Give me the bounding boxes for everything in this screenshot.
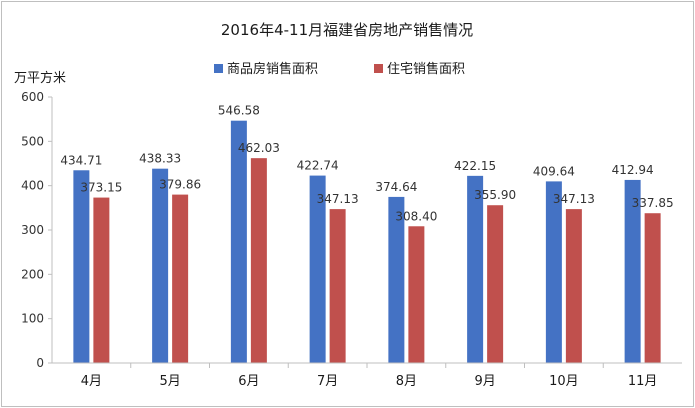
x-axis: 4月 5月 6月 7月 8月 9月 10月 11月 <box>52 362 682 389</box>
y-axis-unit-label: 万平方米 <box>14 70 66 86</box>
data-label-residential: 462.03 <box>238 141 280 155</box>
legend-swatch-commercial <box>214 64 223 73</box>
data-label-commercial: 412.94 <box>612 163 654 177</box>
x-tick-label: 4月 <box>81 374 102 389</box>
bar-commercial <box>309 175 326 363</box>
bar-commercial <box>624 179 641 363</box>
bar-residential <box>172 194 189 363</box>
bar-commercial <box>152 168 169 363</box>
data-label-residential: 337.85 <box>632 196 674 210</box>
data-label-residential: 355.90 <box>474 188 516 202</box>
data-label-commercial: 422.74 <box>297 159 339 173</box>
y-tick-label: 0 <box>36 356 44 370</box>
bar-residential <box>250 158 267 363</box>
x-tick-label: 6月 <box>238 374 259 389</box>
data-label-residential: 347.13 <box>553 192 595 206</box>
bar-residential <box>93 197 110 363</box>
y-tick-label: 100 <box>21 312 44 326</box>
legend-swatch-residential <box>374 64 383 73</box>
data-label-residential: 379.86 <box>159 178 201 192</box>
x-tick-label: 7月 <box>317 374 338 389</box>
bar-commercial <box>73 170 90 363</box>
y-tick-label: 200 <box>21 267 44 281</box>
y-tick-label: 300 <box>21 223 44 237</box>
x-tick-label: 8月 <box>396 374 417 389</box>
chart-title: 2016年4-11月福建省房地产销售情况 <box>221 21 473 39</box>
plot-area: 434.71 373.15 438.33 379.86 546.58 462.03 422.… <box>60 104 674 364</box>
data-label-commercial: 546.58 <box>218 104 260 118</box>
data-label-residential: 373.15 <box>80 181 122 195</box>
x-tick-label: 5月 <box>159 374 180 389</box>
data-label-commercial: 374.64 <box>375 180 417 194</box>
bar-residential <box>408 226 425 363</box>
y-tick-label: 500 <box>21 134 44 148</box>
bar-residential <box>329 209 346 363</box>
legend-label-residential: 住宅销售面积 <box>387 61 465 77</box>
bar-commercial <box>230 120 247 364</box>
x-tick-label: 11月 <box>628 374 658 389</box>
bar-commercial <box>545 181 562 363</box>
data-label-commercial: 409.64 <box>533 164 575 178</box>
data-label-residential: 347.13 <box>317 192 359 206</box>
bar-commercial <box>467 175 484 363</box>
legend-label-commercial: 商品房销售面积 <box>227 61 318 77</box>
x-tick-label: 9月 <box>474 374 495 389</box>
y-tick-label: 600 <box>21 90 44 104</box>
data-label-commercial: 422.15 <box>454 159 496 173</box>
data-label-residential: 308.40 <box>395 209 437 223</box>
bar-commercial <box>388 196 405 363</box>
legend: 商品房销售面积 住宅销售面积 <box>214 61 465 77</box>
bar-residential <box>565 209 582 363</box>
data-label-commercial: 438.33 <box>139 152 181 166</box>
data-label-commercial: 434.71 <box>60 153 102 167</box>
y-tick-label: 400 <box>21 179 44 193</box>
bar-residential <box>644 213 661 363</box>
y-axis: 0 100 200 300 400 500 600 <box>21 90 53 370</box>
bar-residential <box>487 205 504 363</box>
x-tick-label: 10月 <box>549 374 579 389</box>
